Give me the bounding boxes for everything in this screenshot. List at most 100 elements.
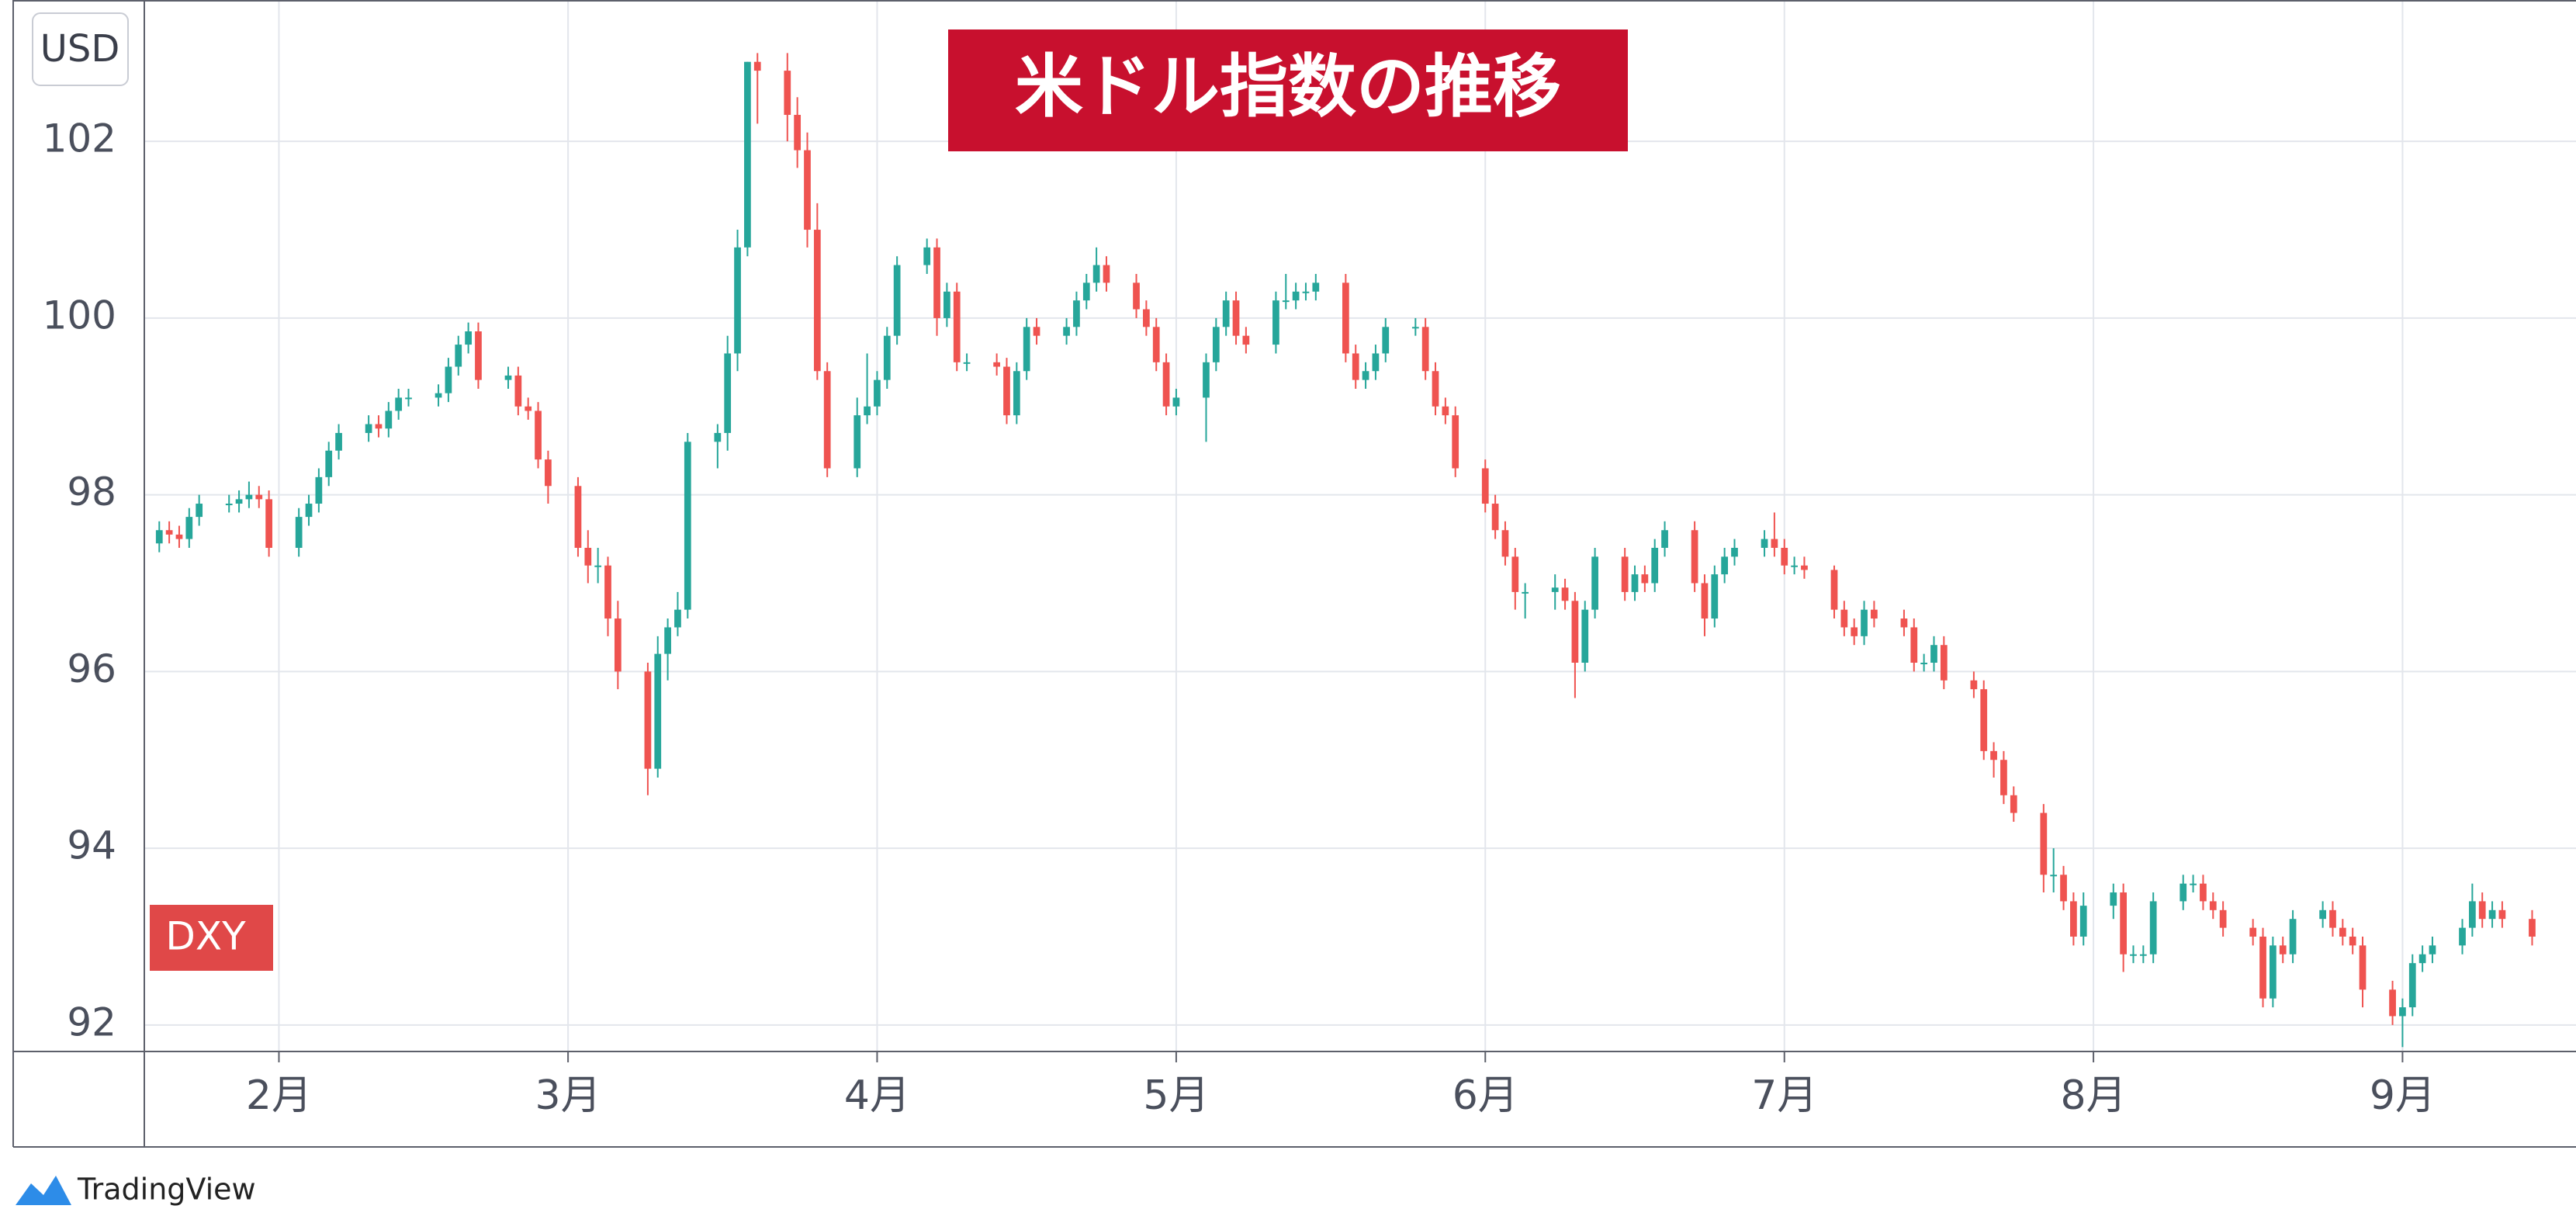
candle-body [2079,906,2087,937]
candle-body [1203,362,1210,398]
candle-body [1103,265,1110,283]
candle-body [504,375,512,380]
candle-body [1442,406,1449,416]
candle-body [1172,397,1180,407]
candle-body [714,432,722,442]
candle-body [2319,909,2326,920]
watermark: TradingView [16,1173,256,1207]
candle-body [545,459,552,487]
candle-body [2429,945,2436,954]
candle-body [525,406,532,411]
candle-body [813,230,821,372]
candle-body [375,424,383,429]
candle-body [185,517,193,539]
candle-body [1063,327,1070,336]
candle-body [1641,574,1649,584]
candle-body [1352,353,1359,380]
candle-body [535,411,542,460]
candle-body [2219,909,2227,928]
candle-body [475,331,482,380]
candle-body [1481,468,1489,504]
candle-body [1511,556,1519,592]
x-tick-label: 6月 [1452,1072,1518,1119]
candle-body [2329,909,2336,928]
candle-body [295,517,303,548]
candle-body [335,432,342,451]
candle-body [1212,327,1220,362]
candle-body [1691,530,1698,584]
candle-body [1791,565,1798,567]
candle-body [1571,601,1579,663]
candle-body [1411,327,1419,329]
candle-body [2408,963,2416,1008]
candle-body [405,397,412,400]
candle-body [1432,371,1439,407]
candle-body [2459,927,2466,946]
candle-body [1581,609,1589,663]
y-tick-label: 96 [67,646,116,691]
candle-body [804,150,811,230]
candle-body [245,494,253,500]
candle-body [514,375,522,407]
candle-body [2200,883,2207,902]
candle-body [305,504,313,518]
candles [155,53,2536,1048]
candle-body [155,530,163,544]
candle-body [644,671,652,769]
candle-body [325,450,333,477]
candle-body [1242,335,1250,345]
candle-body [1840,609,1848,628]
title-banner: 米ドル指数の推移 [948,29,1628,151]
candle-body [1721,556,1729,575]
candle-body [1830,570,1838,610]
candle-body [1362,371,1369,380]
candle-body [684,442,691,610]
candle-body [953,291,961,362]
candle-body [445,366,452,393]
candle-body [2488,909,2496,920]
candle-body [1133,282,1140,310]
candle-body [784,71,791,116]
candle-body [853,415,861,469]
candle-body [1561,587,1569,601]
candle-body [724,353,732,433]
candle-body [2270,945,2277,999]
candle-body [1023,327,1030,372]
symbol-badge: DXY [150,905,273,971]
candle-body [893,265,901,336]
candle-body [2110,892,2117,906]
candle-body [265,499,272,548]
candle-body [2249,927,2257,937]
watermark-text: TradingView [77,1173,256,1207]
candle-body [2339,927,2346,937]
candle-body [1781,547,1788,566]
candle-body [2010,795,2017,813]
candle-body [196,504,203,518]
candle-body [584,547,592,566]
candle-body [255,494,263,500]
candle-body [1452,415,1459,469]
candle-body [1711,574,1719,619]
candle-body [1013,371,1020,416]
candle-body [1282,300,1290,303]
candle-body [1801,565,1808,570]
candle-body [794,115,802,151]
candle-body [574,486,582,548]
candle-body [1501,530,1509,557]
candle-body [1232,300,1240,336]
candle-body [1421,327,1429,372]
candle-body [1871,609,1878,619]
x-tick-label: 7月 [1751,1072,1817,1119]
x-tick-label: 3月 [535,1072,601,1119]
candle-body [165,530,173,535]
candle-body [435,393,442,398]
candle-body [2259,936,2266,999]
candle-body [2279,945,2287,954]
chart-title: 米ドル指数の推移 [1015,47,1561,126]
candle-body [2478,901,2486,920]
candle-body [2468,901,2476,928]
candle-body [235,499,243,504]
candle-body [2120,892,2128,954]
symbol-box [150,905,273,971]
